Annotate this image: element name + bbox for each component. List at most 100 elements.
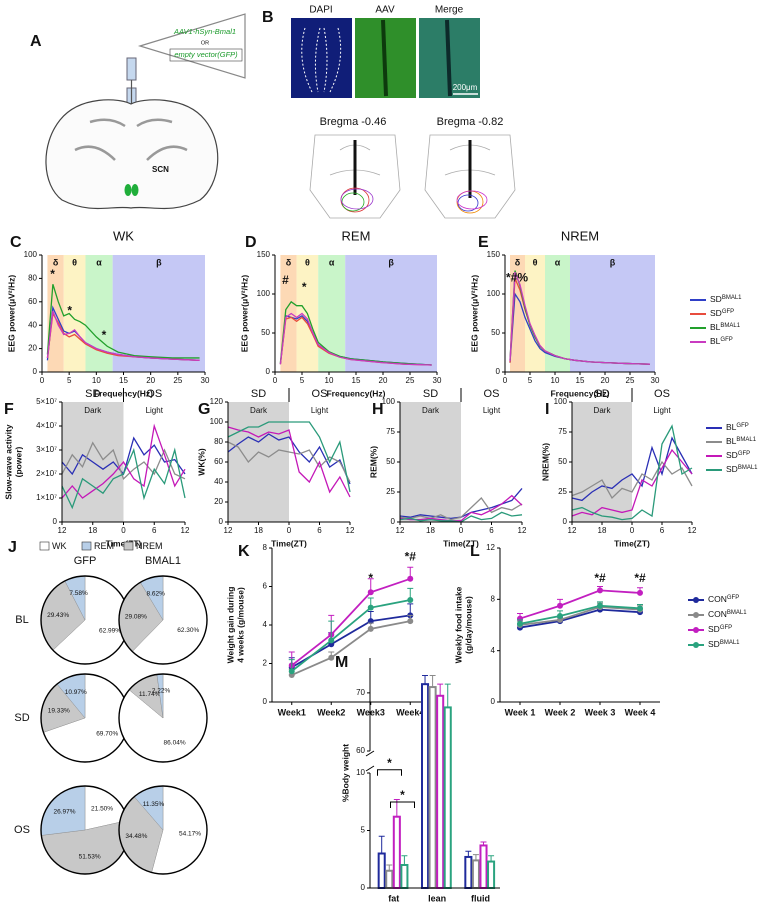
legend-marker xyxy=(693,597,699,603)
bar xyxy=(385,869,394,889)
slice-label: 62.99% xyxy=(99,628,121,635)
shade-label: Dark xyxy=(594,406,612,415)
phase-label: OS xyxy=(146,388,162,400)
y-tick-label: 0 xyxy=(496,367,501,376)
x-axis-label: Time(ZT) xyxy=(106,538,142,548)
x-axis-label: Time(ZT) xyxy=(614,538,650,548)
series-line xyxy=(399,497,523,521)
light-label: Light xyxy=(653,406,671,415)
y-tick-label: 20 xyxy=(28,344,37,353)
legend-sup: BMAL1 xyxy=(738,465,758,471)
y-tick-label: 1×10⁷ xyxy=(36,493,57,502)
legend-label: REM xyxy=(94,541,114,551)
y-tick-label: 100 xyxy=(210,417,224,426)
dapi-image xyxy=(291,18,352,98)
y-axis-label: EEG power(μV²/Hz) xyxy=(469,275,479,353)
band-label: δ xyxy=(53,257,59,267)
legend-name: SD xyxy=(708,639,720,649)
ventricle xyxy=(381,19,388,97)
annotation: *#% xyxy=(506,271,528,285)
y-tick-label: 25 xyxy=(558,487,567,496)
point xyxy=(597,602,603,609)
scn-outline xyxy=(301,27,342,93)
y-tick-label: 80 xyxy=(28,274,37,283)
x-axis-label: Time(ZT) xyxy=(443,538,479,548)
x-tick-label: 10 xyxy=(92,376,101,385)
series-line xyxy=(279,312,432,366)
x-tick-label: 6 xyxy=(489,526,494,535)
bar xyxy=(487,860,496,889)
slice-label: 29.08% xyxy=(125,614,147,621)
point xyxy=(367,604,374,611)
light-label: Light xyxy=(146,406,164,415)
x-tick-label: 6 xyxy=(317,526,322,535)
x-tick-label: 5 xyxy=(528,376,533,385)
y-tick-label: 20 xyxy=(214,497,223,506)
y-tick-label: 10 xyxy=(356,768,365,777)
y-axis-label: Weekly food intake xyxy=(453,586,463,663)
series-line xyxy=(291,577,411,667)
legend-sup: BMAL1 xyxy=(722,295,742,301)
slice-label: 7.58% xyxy=(69,590,88,597)
error-bar xyxy=(472,854,479,861)
annotation: * xyxy=(387,756,392,770)
significance-bracket xyxy=(377,769,402,776)
y-tick-label: 0 xyxy=(361,883,366,892)
injection-outline xyxy=(340,188,374,210)
vector-box xyxy=(169,48,243,62)
legend-marker xyxy=(693,642,699,648)
panel-label: G xyxy=(198,401,210,418)
x-tick-label: 6 xyxy=(152,526,157,535)
x-tick-label: Week1 xyxy=(278,707,306,717)
y-tick-label: 12 xyxy=(486,543,495,552)
series-line xyxy=(571,448,693,517)
panel-label: F xyxy=(4,401,14,418)
legend-name: SD xyxy=(710,308,722,318)
syringe xyxy=(126,57,137,81)
frequency-band xyxy=(112,255,205,372)
error-bar xyxy=(378,835,385,854)
legend-label: NREM xyxy=(136,541,163,551)
x-tick-label: 15 xyxy=(119,376,128,385)
x-tick-label: 0 xyxy=(40,376,45,385)
y-axis-label: EEG power(μV²/Hz) xyxy=(6,275,16,353)
row-label: SD xyxy=(14,712,29,724)
slice-label: 11.74% xyxy=(139,691,161,698)
annotation: # xyxy=(282,273,289,287)
light-label: Light xyxy=(311,406,329,415)
frequency-band xyxy=(85,255,113,372)
x-tick-label: 20 xyxy=(601,376,610,385)
panel-label: H xyxy=(372,401,384,418)
error-bar xyxy=(422,674,429,685)
legend-name: SD xyxy=(708,624,720,634)
scn-injection xyxy=(131,184,139,196)
y-tick-label: 4 xyxy=(263,620,268,629)
legend-label: SDBMAL1 xyxy=(710,294,742,304)
y-axis-label: REM(%) xyxy=(368,446,378,478)
series-line xyxy=(227,441,351,483)
column-label: BMAL1 xyxy=(145,555,181,567)
x-tick-label: 12 xyxy=(224,526,233,535)
error-bar xyxy=(488,855,495,862)
point xyxy=(557,613,563,620)
scale-label: 200μm xyxy=(453,83,478,92)
y-tick-label: 150 xyxy=(257,250,271,259)
series-line xyxy=(227,433,351,485)
y-tick-label: 60 xyxy=(214,457,223,466)
error-bar xyxy=(328,620,335,641)
panel-label: I xyxy=(545,401,549,418)
annotation: * xyxy=(400,788,405,802)
point xyxy=(288,668,295,675)
x-tick-label: Week 1 xyxy=(505,707,536,717)
legend-sup: GFP xyxy=(722,309,734,315)
band-label: θ xyxy=(305,257,310,267)
x-tick-label: 12 xyxy=(688,526,697,535)
bar xyxy=(392,815,401,890)
annotation: * xyxy=(67,303,72,317)
x-tick-label: 30 xyxy=(433,376,442,385)
bar xyxy=(436,694,445,889)
annotation: * xyxy=(102,328,107,342)
x-tick-label: 18 xyxy=(426,526,435,535)
x-tick-label: 0 xyxy=(121,526,126,535)
x-tick-label: Week3 xyxy=(357,707,385,717)
